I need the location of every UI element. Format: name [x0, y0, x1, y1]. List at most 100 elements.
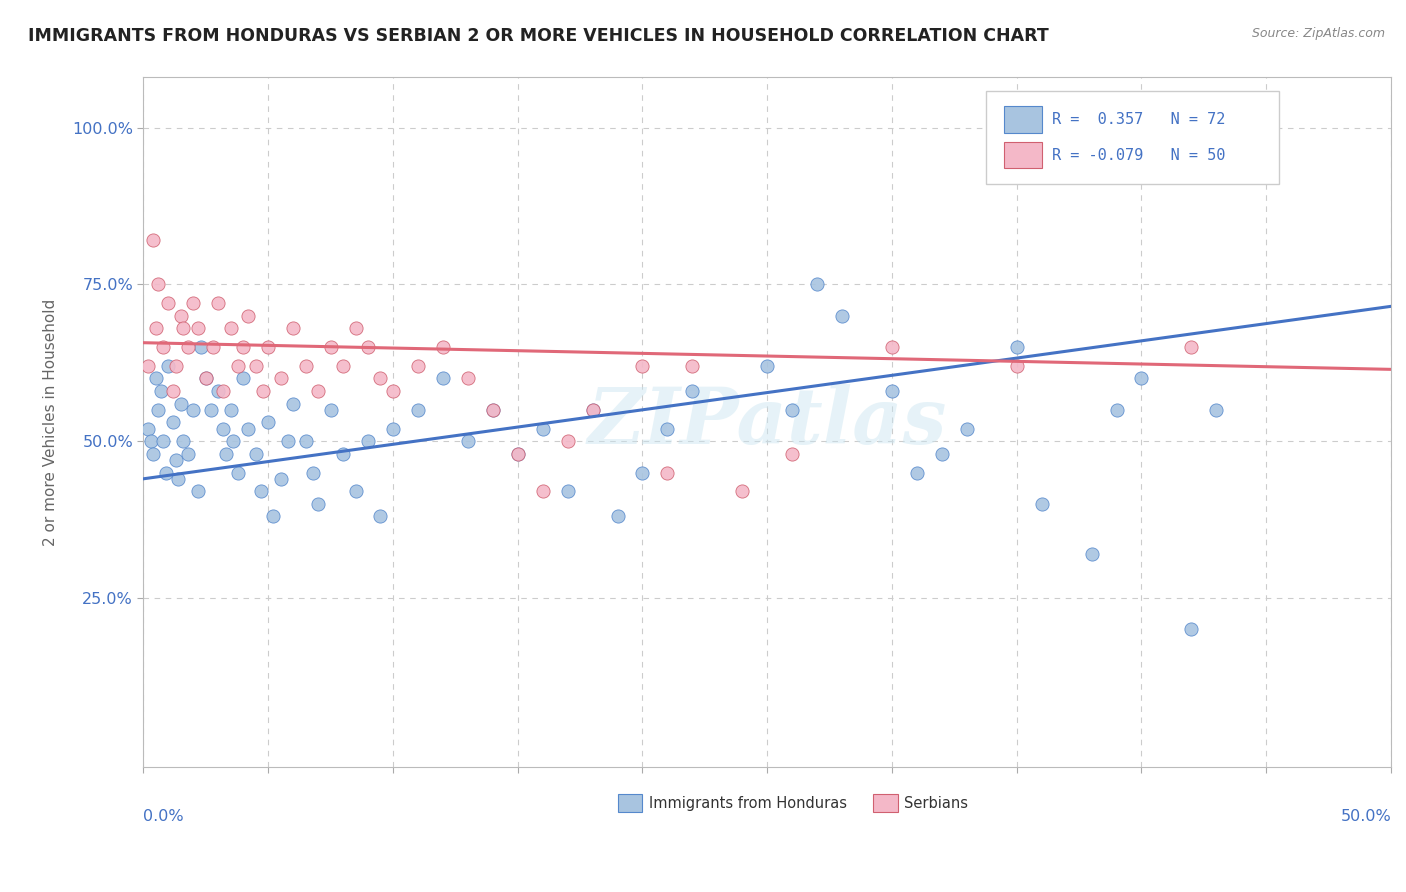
Point	[257, 415, 280, 429]
Point	[162, 415, 184, 429]
Point	[270, 472, 292, 486]
Point	[631, 359, 654, 373]
Point	[194, 371, 217, 385]
Point	[226, 359, 249, 373]
Bar	[1004, 106, 1042, 133]
Point	[183, 402, 205, 417]
Point	[319, 340, 342, 354]
Point	[307, 384, 329, 398]
Point	[756, 359, 779, 373]
Y-axis label: 2 or more Vehicles in Household: 2 or more Vehicles in Household	[44, 299, 58, 546]
Point	[531, 422, 554, 436]
Point	[332, 359, 354, 373]
Point	[200, 402, 222, 417]
Point	[681, 359, 703, 373]
Point	[332, 447, 354, 461]
Point	[148, 277, 170, 292]
Point	[457, 371, 479, 385]
Point	[319, 402, 342, 417]
Point	[657, 466, 679, 480]
Point	[281, 396, 304, 410]
Point	[780, 402, 803, 417]
Point	[581, 402, 603, 417]
Point	[170, 309, 193, 323]
Point	[177, 447, 200, 461]
Point	[212, 384, 235, 398]
Point	[681, 384, 703, 398]
Point	[149, 384, 172, 398]
Point	[226, 466, 249, 480]
Point	[262, 509, 284, 524]
Point	[307, 497, 329, 511]
Point	[222, 434, 245, 449]
Point	[302, 466, 325, 480]
Point	[157, 359, 180, 373]
Point	[432, 371, 454, 385]
Point	[1005, 359, 1028, 373]
Point	[831, 309, 853, 323]
Point	[148, 402, 170, 417]
Point	[187, 321, 209, 335]
Point	[557, 434, 579, 449]
Point	[165, 359, 187, 373]
Point	[381, 384, 404, 398]
Point	[1180, 340, 1202, 354]
Point	[194, 371, 217, 385]
Point	[506, 447, 529, 461]
Point	[252, 384, 274, 398]
Point	[139, 434, 162, 449]
Point	[165, 453, 187, 467]
Point	[880, 384, 903, 398]
Point	[277, 434, 299, 449]
Text: Immigrants from Honduras: Immigrants from Honduras	[648, 796, 846, 811]
Point	[215, 447, 238, 461]
Point	[138, 422, 160, 436]
Text: 0.0%: 0.0%	[143, 809, 184, 823]
Point	[232, 371, 254, 385]
Point	[370, 509, 392, 524]
Text: R =  0.357   N = 72: R = 0.357 N = 72	[1052, 112, 1225, 127]
FancyBboxPatch shape	[986, 91, 1278, 185]
Point	[152, 340, 174, 354]
Point	[357, 434, 380, 449]
Bar	[1004, 143, 1042, 169]
Point	[432, 340, 454, 354]
Point	[806, 277, 828, 292]
Text: R = -0.079   N = 50: R = -0.079 N = 50	[1052, 148, 1225, 163]
Point	[212, 422, 235, 436]
Point	[245, 359, 267, 373]
Point	[531, 484, 554, 499]
Point	[406, 359, 429, 373]
Point	[167, 472, 190, 486]
Point	[357, 340, 380, 354]
Point	[183, 296, 205, 310]
Point	[657, 422, 679, 436]
Point	[202, 340, 225, 354]
Point	[956, 422, 979, 436]
Point	[142, 234, 165, 248]
Point	[155, 466, 177, 480]
Point	[245, 447, 267, 461]
Point	[257, 340, 280, 354]
Point	[880, 340, 903, 354]
Point	[232, 340, 254, 354]
Point	[1130, 371, 1153, 385]
Point	[631, 466, 654, 480]
Point	[249, 484, 271, 499]
Point	[344, 321, 367, 335]
Point	[1205, 402, 1227, 417]
Point	[905, 466, 928, 480]
Point	[931, 447, 953, 461]
Point	[481, 402, 503, 417]
Point	[1005, 340, 1028, 354]
Text: IMMIGRANTS FROM HONDURAS VS SERBIAN 2 OR MORE VEHICLES IN HOUSEHOLD CORRELATION : IMMIGRANTS FROM HONDURAS VS SERBIAN 2 OR…	[28, 27, 1049, 45]
Point	[219, 402, 242, 417]
Point	[557, 484, 579, 499]
Point	[381, 422, 404, 436]
Point	[145, 371, 167, 385]
Point	[294, 434, 316, 449]
Point	[145, 321, 167, 335]
Point	[187, 484, 209, 499]
Text: ZIPatlas: ZIPatlas	[588, 384, 946, 460]
Point	[207, 296, 229, 310]
